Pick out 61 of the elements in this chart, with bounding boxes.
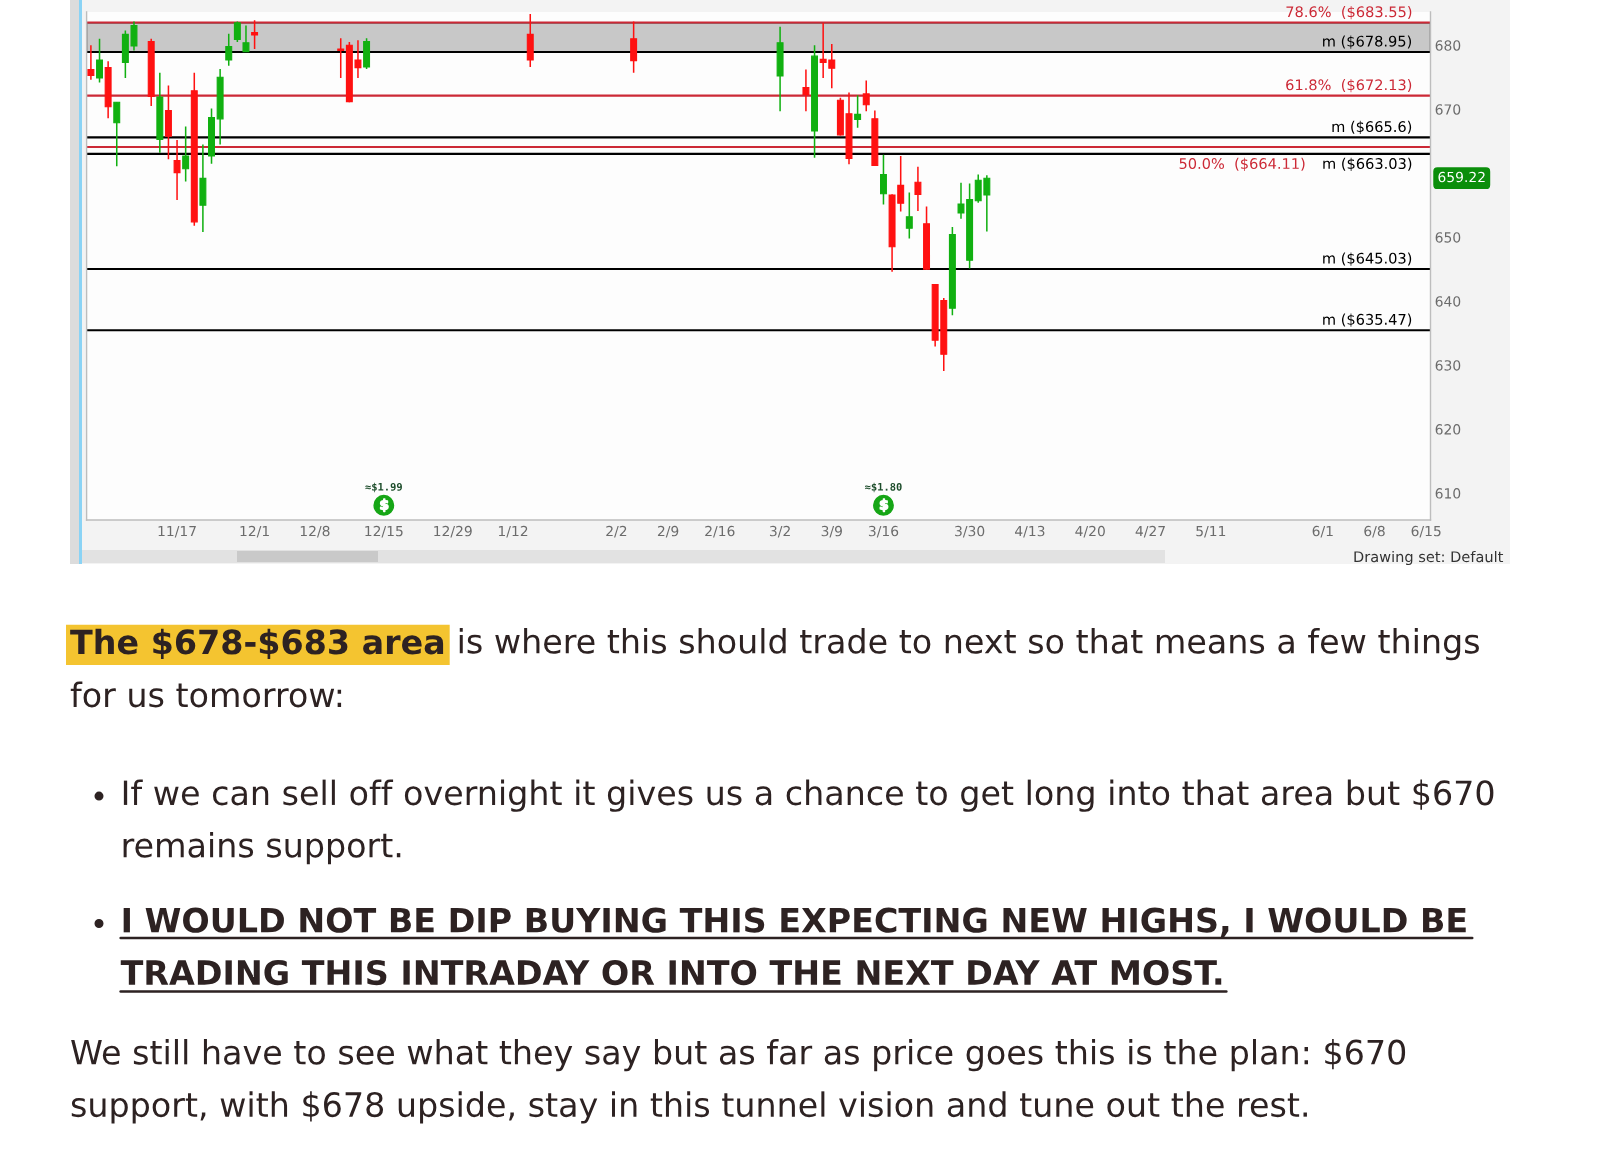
- candlestick: [337, 37, 345, 79]
- ref-line-label: 61.8% ($672.13): [1286, 79, 1412, 93]
- ref-line-label: m ($678.95): [1323, 35, 1412, 49]
- candlestick: [914, 166, 922, 212]
- y-tick-label: 630: [1435, 360, 1461, 371]
- x-tick-label: 2/2: [606, 525, 627, 538]
- text: I WOULD NOT BE DIP BUYING THIS EXPECTING NEW HIGHS, I WOULD BE TRADING THIS INTRADAY OR INTO THE NEXT DAY AT MOST.: [120, 907, 1466, 986]
- x-tick-label: 11/17: [158, 525, 196, 538]
- x-tick-label: 12/1: [240, 525, 269, 538]
- y-tick-label: 610: [1435, 488, 1461, 499]
- annotation: ≈$1.80: [865, 482, 902, 493]
- text: is where this should trade to next so that means a few things: [459, 628, 1479, 661]
- x-tick-label: 4/27: [1135, 525, 1165, 538]
- x-tick-label: 3/16: [868, 525, 899, 538]
- candlestick: [225, 32, 233, 67]
- candlestick: [630, 20, 638, 74]
- text: We still have to see what they say but as far as price goes this is the plan: $670 support, with $678 upside, stay in this tunnel vision and tune out the rest.: [71, 1039, 1406, 1124]
- x-tick-label: 3/30: [955, 525, 985, 538]
- y-tick-label: 670: [1435, 104, 1461, 115]
- candlestick: [87, 44, 95, 81]
- ref-line-label: m ($635.47): [1323, 313, 1412, 327]
- x-tick-label: 2/16: [705, 525, 735, 538]
- candlestick: [242, 24, 250, 53]
- x-tick-label: 6/15: [1411, 525, 1441, 538]
- x-tick-label: 4/20: [1075, 525, 1105, 538]
- text: 659.22: [1438, 171, 1485, 183]
- annotation: ≈$1.99: [365, 482, 402, 493]
- text: Drawing set: Default: [1354, 550, 1504, 566]
- x-tick-label: 2/9: [657, 525, 679, 538]
- candlestick: [862, 79, 870, 112]
- candlestick: [182, 125, 190, 183]
- x-tick-label: 5/11: [1196, 525, 1226, 538]
- candlestick: [96, 38, 104, 84]
- x-tick-label: 3/9: [821, 525, 842, 538]
- candlestick: [173, 139, 181, 201]
- x-tick-label: 6/1: [1312, 525, 1333, 538]
- y-tick-label: 620: [1435, 424, 1461, 435]
- y-tick-label: 650: [1435, 232, 1461, 243]
- x-tick-label: 6/8: [1364, 525, 1385, 538]
- ref-line-label: 50.0% ($664.11): [1179, 157, 1305, 171]
- x-tick-label: 3/2: [769, 525, 790, 538]
- ref-line-label: m ($665.6): [1332, 120, 1412, 135]
- candlestick: [905, 191, 913, 240]
- candlestick: [879, 153, 887, 206]
- text: for us tomorrow:: [70, 681, 342, 708]
- y-tick-label: 640: [1435, 296, 1461, 307]
- x-tick-label: 4/13: [1015, 525, 1045, 538]
- ref-line-label: m ($663.03): [1323, 157, 1412, 171]
- ref-line-label: m ($645.03): [1323, 252, 1412, 266]
- x-tick-label: 12/8: [300, 525, 330, 538]
- x-tick-label: 12/15: [365, 525, 403, 538]
- candlestick: [802, 68, 810, 112]
- text: The $678-$683 area: [70, 628, 444, 659]
- x-tick-label: 12/29: [434, 525, 472, 538]
- candlestick: [854, 94, 862, 129]
- y-tick-label: 680: [1435, 40, 1461, 51]
- text: If we can sell off overnight it gives us a chance to get long into that area but $670 remains support.: [123, 779, 1494, 865]
- candlestick: [113, 101, 121, 167]
- x-tick-label: 1/12: [498, 525, 528, 538]
- ref-line-label: 78.6% ($683.55): [1286, 5, 1412, 20]
- candlestick: [251, 19, 259, 50]
